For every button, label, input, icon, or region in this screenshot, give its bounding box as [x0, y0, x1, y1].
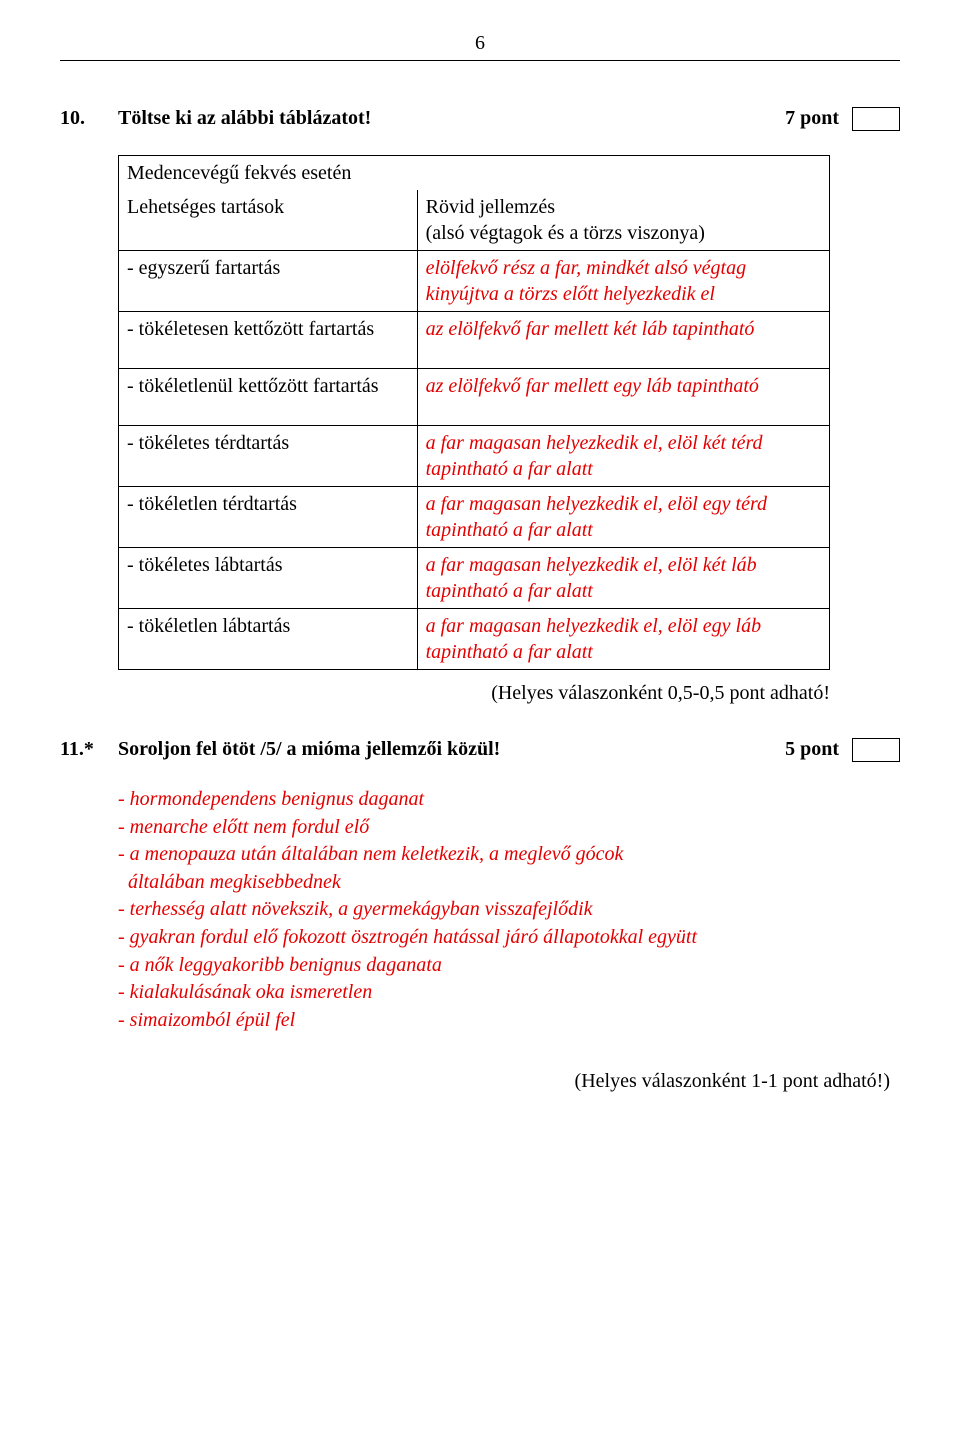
table-row: - tökéletlenül kettőzött fartartás az el…: [119, 369, 830, 426]
q10-points-wrap: 7 pont: [775, 105, 900, 131]
q10-points: 7 pont: [785, 107, 839, 129]
cell-right: a far magasan helyezkedik el, elöl egy l…: [417, 609, 829, 670]
q11-number: 11.*: [60, 736, 118, 762]
col-left-header: Lehetséges tartások: [119, 190, 418, 251]
question-10-row: 10. Töltse ki az alábbi táblázatot! 7 po…: [60, 105, 900, 131]
col-right-header-l2: (alsó végtagok és a törzs viszonya): [426, 222, 705, 244]
page-header: 6: [60, 30, 900, 61]
cell-right: a far magasan helyezkedik el, elöl két t…: [417, 426, 829, 487]
table-row: - tökéletes lábtartás a far magasan hely…: [119, 548, 830, 609]
table-row: - tökéletesen kettőzött fartartás az elö…: [119, 312, 830, 369]
list-item: - kialakulásának oka ismeretlen: [118, 979, 860, 1007]
cell-right: az elölfekvő far mellett két láb tapinth…: [417, 312, 829, 369]
cell-right: a far magasan helyezkedik el, elöl egy t…: [417, 487, 829, 548]
q11-list: - hormondependens benignus daganat - men…: [118, 786, 860, 1034]
cell-left: - tökéletesen kettőzött fartartás: [119, 312, 418, 369]
list-item: - menarche előtt nem fordul elő: [118, 814, 860, 842]
cell-right: a far magasan helyezkedik el, elöl két l…: [417, 548, 829, 609]
table-title-row: Medencevégű fekvés esetén: [119, 156, 830, 191]
q10-text: Töltse ki az alábbi táblázatot!: [118, 105, 775, 131]
question-11-row: 11.* Soroljon fel ötöt /5/ a mióma jelle…: [60, 736, 900, 762]
cell-left: - tökéletes lábtartás: [119, 548, 418, 609]
cell-left: - tökéletlen lábtartás: [119, 609, 418, 670]
cell-left: - tökéletlenül kettőzött fartartás: [119, 369, 418, 426]
cell-left: - tökéletes térdtartás: [119, 426, 418, 487]
cell-right: az elölfekvő far mellett egy láb tapinth…: [417, 369, 829, 426]
list-item: általában megkisebbednek: [128, 869, 860, 897]
q10-number: 10.: [60, 105, 118, 131]
list-item: - hormondependens benignus daganat: [118, 786, 860, 814]
q11-points: 5 pont: [785, 738, 839, 760]
col-right-header-l1: Rövid jellemzés: [426, 196, 555, 218]
q10-note: (Helyes válaszonként 0,5-0,5 pont adható…: [60, 680, 830, 706]
table-row: - tökéletlen lábtartás a far magasan hel…: [119, 609, 830, 670]
bottom-note: (Helyes válaszonként 1-1 pont adható!): [60, 1068, 890, 1094]
cell-left: - egyszerű fartartás: [119, 251, 418, 312]
cell-right: elölfekvő rész a far, mindkét alsó végta…: [417, 251, 829, 312]
col-right-header: Rövid jellemzés (alsó végtagok és a törz…: [417, 190, 829, 251]
q10-scorebox[interactable]: [852, 107, 900, 131]
list-item: - a nők leggyakoribb benignus daganata: [118, 952, 860, 980]
table-title: Medencevégű fekvés esetén: [119, 156, 830, 191]
list-item: - simaizomból épül fel: [118, 1007, 860, 1035]
q11-text: Soroljon fel ötöt /5/ a mióma jellemzői …: [118, 736, 775, 762]
list-item: - gyakran fordul elő fokozott ösztrogén …: [118, 924, 860, 952]
cell-left: - tökéletlen térdtartás: [119, 487, 418, 548]
q10-table-wrap: Medencevégű fekvés esetén Lehetséges tar…: [118, 155, 830, 670]
table-row: - tökéletlen térdtartás a far magasan he…: [119, 487, 830, 548]
table-row: - tökéletes térdtartás a far magasan hel…: [119, 426, 830, 487]
q10-table: Medencevégű fekvés esetén Lehetséges tar…: [118, 155, 830, 670]
table-row: - egyszerű fartartás elölfekvő rész a fa…: [119, 251, 830, 312]
page-number: 6: [475, 32, 485, 54]
q11-points-wrap: 5 pont: [775, 736, 900, 762]
list-item: - a menopauza után általában nem keletke…: [118, 841, 860, 869]
list-item: - terhesség alatt növekszik, a gyermekág…: [118, 896, 860, 924]
q11-scorebox[interactable]: [852, 738, 900, 762]
table-header-row: Lehetséges tartások Rövid jellemzés (als…: [119, 190, 830, 251]
